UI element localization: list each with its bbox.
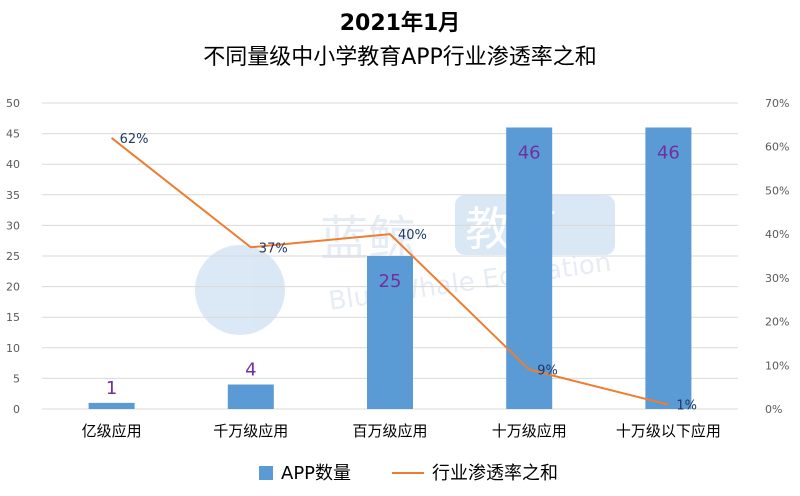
left-y-axis: 0 5 10 15 20 25 30 35 40 45 50 [6,97,20,416]
left-tick-label: 5 [13,372,20,385]
legend-bar-swatch [259,466,273,480]
bar [506,127,553,409]
left-tick-label: 50 [6,97,20,110]
left-tick-label: 15 [6,311,20,324]
left-tick-label: 25 [6,250,20,263]
x-tick-label: 十万级以下应用 [616,422,721,440]
right-y-axis: 0% 10% 20% 30% 40% 50% 60% 70% [765,97,789,416]
line-value-label: 37% [259,241,288,256]
right-tick-label: 20% [765,316,789,329]
right-tick-label: 30% [765,272,789,285]
right-tick-label: 50% [765,184,789,197]
bar-series [88,127,692,409]
line-value-label: 1% [676,399,697,414]
line-value-label: 62% [120,132,149,147]
x-tick-label: 千万级应用 [213,422,288,440]
legend-bar-label: APP数量 [281,463,351,484]
legend-line-label: 行业渗透率之和 [432,463,558,484]
line-path [110,137,669,406]
bar-value-label: 4 [245,360,256,381]
bar [227,384,274,409]
chart-title-line2: 不同量级中小学教育APP行业渗透率之和 [203,45,597,70]
bar-value-label: 25 [379,271,402,292]
x-axis: 亿级应用 千万级应用 百万级应用 十万级应用 十万级以下应用 [82,422,721,440]
right-tick-label: 0% [765,403,782,416]
left-tick-label: 45 [6,128,20,141]
bar-data-labels: 1 4 25 46 46 [106,142,680,398]
left-tick-label: 0 [13,403,20,416]
left-tick-label: 30 [6,219,20,232]
bar [367,256,413,409]
line-data-labels: 62% 37% 40% 9% 1% [120,132,697,414]
x-tick-label: 百万级应用 [352,422,427,440]
bar [645,127,692,409]
right-tick-label: 70% [765,97,789,110]
line-series [110,137,669,406]
bar [88,402,135,409]
right-tick-label: 10% [765,359,789,372]
right-tick-label: 40% [765,228,789,241]
left-tick-label: 35 [6,189,20,202]
chart-title-line1: 2021年1月 [340,10,461,36]
line-value-label: 9% [537,364,558,379]
bar-value-label: 1 [106,378,117,399]
x-tick-label: 亿级应用 [82,422,142,440]
left-tick-label: 10 [6,342,20,355]
legend: APP数量 行业渗透率之和 [259,463,558,484]
left-tick-label: 20 [6,281,20,294]
line-value-label: 40% [398,228,427,243]
whale-logo-shape [195,245,285,335]
bar-value-label: 46 [657,142,680,163]
x-tick-label: 十万级应用 [492,422,567,440]
bar-value-label: 46 [518,142,541,163]
right-tick-label: 60% [765,141,789,154]
left-tick-label: 40 [6,158,20,171]
